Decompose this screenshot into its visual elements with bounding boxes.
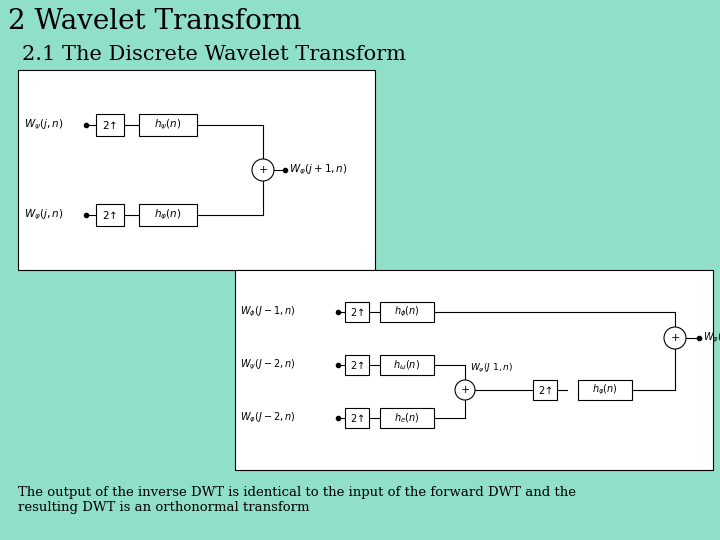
Text: $W_\varphi(j,n)$: $W_\varphi(j,n)$ [24,208,63,222]
FancyBboxPatch shape [380,302,434,322]
FancyBboxPatch shape [533,380,557,400]
Text: 2.1 The Discrete Wavelet Transform: 2.1 The Discrete Wavelet Transform [22,45,406,64]
FancyBboxPatch shape [345,408,369,428]
Text: $h_\varphi(n)$: $h_\varphi(n)$ [154,208,181,222]
Text: +: + [258,165,268,175]
Text: $2\!\uparrow$: $2\!\uparrow$ [350,412,364,424]
Text: $2\!\uparrow$: $2\!\uparrow$ [538,384,552,396]
FancyBboxPatch shape [96,204,124,226]
FancyBboxPatch shape [380,408,434,428]
Text: $h_e(n)$: $h_e(n)$ [395,411,420,425]
Text: $h_\varphi(n)$: $h_\varphi(n)$ [592,383,618,397]
Text: $W_\varphi(J\ 1,n)$: $W_\varphi(J\ 1,n)$ [470,361,513,375]
Text: $h_\phi(n)$: $h_\phi(n)$ [394,305,420,319]
FancyBboxPatch shape [139,114,197,136]
Text: +: + [460,385,469,395]
FancyBboxPatch shape [18,70,375,270]
Text: $2\!\uparrow$: $2\!\uparrow$ [102,119,118,131]
Text: $W_\psi(J-2,n)$: $W_\psi(J-2,n)$ [240,358,295,372]
Text: $W_\varphi(j+1,n)$: $W_\varphi(j+1,n)$ [289,163,348,177]
Text: 2 Wavelet Transform: 2 Wavelet Transform [8,8,302,35]
Text: $W_\varphi(J-2,n)$: $W_\varphi(J-2,n)$ [240,411,295,425]
FancyBboxPatch shape [96,114,124,136]
Circle shape [664,327,686,349]
Text: $2\!\uparrow$: $2\!\uparrow$ [350,306,364,318]
Text: $W_\psi(j,n)$: $W_\psi(j,n)$ [24,118,63,132]
Circle shape [455,380,475,400]
Circle shape [252,159,274,181]
Text: $h_\psi(n)$: $h_\psi(n)$ [154,118,181,132]
Text: +: + [670,333,680,343]
Text: $h_\omega(n)$: $h_\omega(n)$ [393,358,420,372]
Text: The output of the inverse DWT is identical to the input of the forward DWT and t: The output of the inverse DWT is identic… [18,486,576,514]
Text: $2\!\uparrow$: $2\!\uparrow$ [350,359,364,371]
FancyBboxPatch shape [345,302,369,322]
FancyBboxPatch shape [139,204,197,226]
Text: $W_\phi(J-1,n)$: $W_\phi(J-1,n)$ [240,305,295,319]
FancyBboxPatch shape [235,270,713,470]
Text: $W_\varphi(J,n)$: $W_\varphi(J,n)$ [703,331,720,345]
FancyBboxPatch shape [380,355,434,375]
FancyBboxPatch shape [578,380,632,400]
FancyBboxPatch shape [345,355,369,375]
Text: $2\!\uparrow$: $2\!\uparrow$ [102,209,118,221]
